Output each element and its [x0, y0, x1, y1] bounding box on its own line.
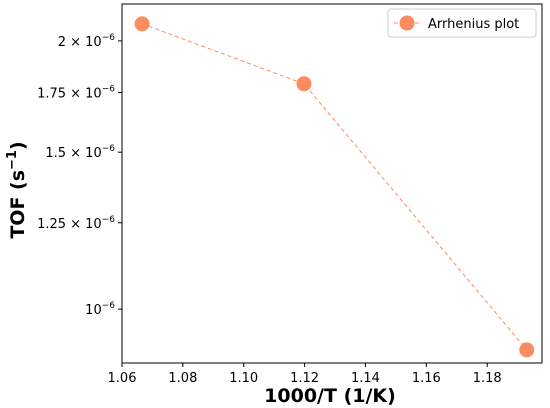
legend-box [387, 8, 537, 38]
x-axis: 1.06 1.08 1.10 1.12 1.14 1.16 1.18 [108, 363, 502, 386]
plot-area [121, 3, 543, 364]
x-tick-label: 1.06 [108, 371, 137, 386]
y-axis-label: TOF (s−1) [5, 141, 29, 238]
legend-marker [399, 15, 415, 31]
series-layer [134, 16, 535, 358]
x-axis-label: 1000/T (1/K) [264, 385, 396, 407]
x-tick-label: 1.14 [351, 371, 380, 386]
legend-label: Arrhenius plot [428, 17, 519, 32]
x-tick-label: 1.12 [290, 371, 319, 386]
y-axis-label-superscript: −1 [5, 150, 20, 170]
y-tick-label: 2 × 10−6 [58, 33, 116, 50]
series-line [141, 23, 528, 351]
data-point [296, 76, 312, 92]
y-tick-label: 1.5 × 10−6 [45, 144, 115, 161]
legend: Arrhenius plot [387, 8, 537, 38]
y-tick-label: 1.25 × 10−6 [37, 215, 115, 232]
y-tick-label: 10−6 [85, 301, 115, 318]
y-axis: 2 × 10−6 1.75 × 10−6 1.5 × 10−6 1.25 × 10−6… [37, 33, 122, 318]
plot-frame [121, 3, 543, 364]
data-point [134, 16, 150, 32]
x-tick-label: 1.08 [168, 371, 197, 386]
x-tick-label: 1.18 [473, 371, 502, 386]
x-tick-label: 1.10 [229, 371, 258, 386]
x-tick-label: 1.16 [412, 371, 441, 386]
y-axis-label-main: TOF (s [7, 170, 29, 239]
y-axis-label-close: ) [7, 141, 29, 150]
data-point [519, 342, 535, 358]
y-tick-label: 1.75 × 10−6 [37, 85, 115, 102]
